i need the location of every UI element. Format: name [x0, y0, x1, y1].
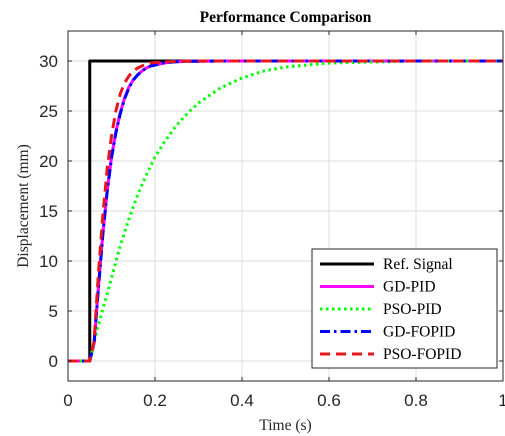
- x-tick-label: 0.4: [230, 391, 254, 410]
- y-tick-label: 25: [39, 102, 58, 121]
- x-tick-label: 0: [63, 391, 72, 410]
- y-tick-label: 10: [39, 252, 58, 271]
- series-line-pso-pid: [68, 59, 503, 363]
- x-tick-label: 0.2: [143, 391, 167, 410]
- legend-box: [311, 248, 498, 369]
- y-tick-label: 5: [49, 302, 58, 321]
- legend-label: Ref. Signal: [383, 256, 453, 273]
- y-tick-label: 20: [39, 152, 58, 171]
- x-tick-label: 0.6: [317, 391, 341, 410]
- x-axis-label: Time (s): [259, 417, 311, 434]
- y-tick-label: 30: [39, 52, 58, 71]
- series-layer: [68, 59, 503, 363]
- x-tick-label: 1: [498, 391, 505, 410]
- axes-frame: [67, 30, 504, 382]
- legend: Ref. Signal GD-PID PSO-PID GD-FOPID PSO-FOPI…: [311, 248, 498, 369]
- legend-label: GD-FOPID: [383, 324, 455, 341]
- legend-label: PSO-FOPID: [383, 346, 461, 363]
- legend-label: PSO-PID: [383, 301, 442, 318]
- y-axis-label: Displacement (mm): [15, 144, 32, 268]
- x-tick-label: 0.8: [404, 391, 428, 410]
- y-tick-label: 0: [49, 352, 58, 371]
- axes-layer: [67, 30, 504, 382]
- y-tick-label: 15: [39, 202, 58, 221]
- series-line-pso-fopid: [68, 59, 503, 363]
- chart-title: Performance Comparison: [200, 9, 372, 26]
- legend-label: GD-PID: [383, 279, 436, 296]
